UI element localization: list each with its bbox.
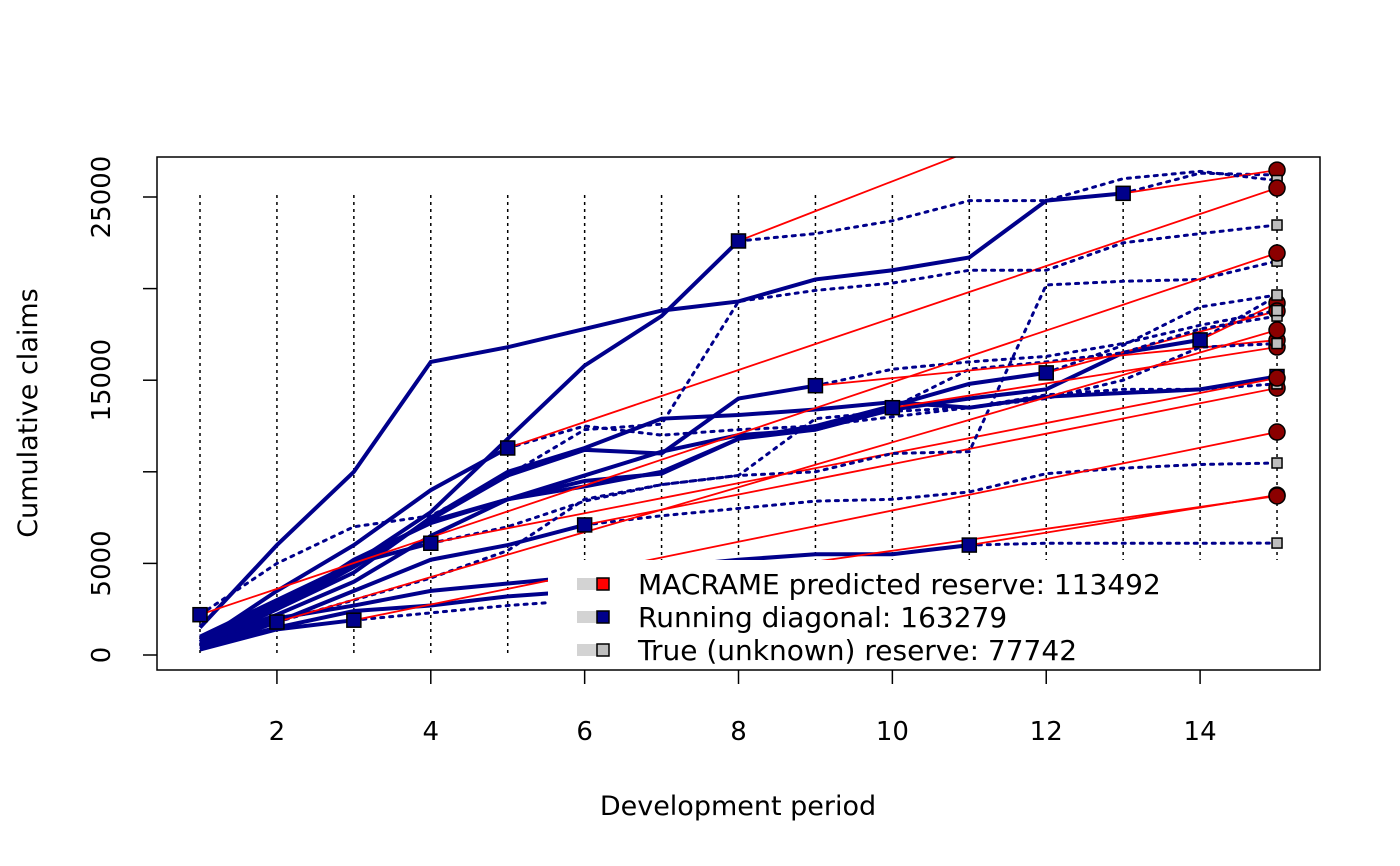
predicted-path-row-13 bbox=[353, 431, 1278, 622]
diagonal-point-row-6 bbox=[884, 399, 901, 416]
legend-swatch-2 bbox=[596, 643, 610, 657]
predicted-ultimate-point-row-9 bbox=[1268, 487, 1286, 505]
true-ultimate-point-row-15 bbox=[1271, 219, 1283, 231]
diagonal-point-row-4 bbox=[1038, 365, 1054, 381]
x-tick-label-8: 8 bbox=[730, 717, 747, 747]
diagonal-point-row-12 bbox=[423, 535, 439, 551]
predicted-path-row-10 bbox=[584, 387, 1278, 526]
predicted-ultimate-point-row-12 bbox=[1268, 369, 1286, 387]
observed-path-row-8 bbox=[199, 239, 740, 639]
x-tick-label-12: 12 bbox=[1030, 717, 1063, 747]
true-ultimate-point-row-7 bbox=[1271, 304, 1283, 317]
true-path-row-11 bbox=[506, 382, 1279, 450]
diagonal-point-row-8 bbox=[730, 233, 747, 249]
y-tick-label-0: 0 bbox=[87, 647, 117, 664]
predicted-path-row-3 bbox=[1123, 169, 1278, 195]
x-tick-label-10: 10 bbox=[876, 717, 909, 747]
legend-shadow-0 bbox=[577, 578, 599, 590]
legend-label-0: MACRAME predicted reserve: 113492 bbox=[638, 568, 1161, 601]
y-tick-label-5000: 5000 bbox=[87, 530, 117, 596]
true-path-row-5 bbox=[967, 541, 1279, 547]
true-path-row-2 bbox=[1198, 294, 1279, 342]
legend-swatch-1 bbox=[596, 610, 610, 624]
x-tick-label-6: 6 bbox=[576, 717, 593, 747]
x-tick-label-14: 14 bbox=[1184, 717, 1217, 747]
diagonal-point-row-13 bbox=[346, 612, 362, 628]
legend-shadow-1 bbox=[577, 611, 599, 623]
y-axis-label: Cumulative claims bbox=[13, 288, 44, 537]
diagonal-point-row-11 bbox=[499, 440, 516, 456]
predicted-ultimate-point-row-8 bbox=[1269, 24, 1285, 40]
x-tick-label-4: 4 bbox=[423, 717, 440, 747]
predicted-path-row-6 bbox=[892, 346, 1278, 409]
predicted-path-row-8 bbox=[738, 157, 958, 242]
predicted-path-row-12 bbox=[430, 377, 1278, 545]
diagonal-point-row-15 bbox=[192, 606, 208, 623]
true-path-row-10 bbox=[583, 461, 1279, 527]
true-path-row-7 bbox=[813, 309, 1279, 388]
predicted-path-row-11 bbox=[507, 187, 1278, 449]
legend-shadow-2 bbox=[577, 644, 599, 656]
true-path-row-15 bbox=[198, 223, 1279, 617]
diagonal-point-row-14 bbox=[269, 614, 285, 630]
y-tick-label-25000: 25000 bbox=[87, 156, 117, 239]
true-path-row-6 bbox=[890, 314, 1279, 410]
predicted-path-row-15 bbox=[199, 252, 1278, 616]
legend-swatch-0 bbox=[596, 577, 610, 591]
y-tick-label-15000: 15000 bbox=[87, 339, 117, 422]
predicted-ultimate-point-row-15 bbox=[1268, 244, 1286, 262]
true-path-row-8 bbox=[737, 169, 1279, 243]
legend-background bbox=[548, 560, 1320, 670]
x-tick-label-2: 2 bbox=[269, 717, 286, 747]
true-path-row-4 bbox=[1044, 293, 1279, 375]
true-path-row-12 bbox=[429, 342, 1279, 545]
diagonal-point-row-3 bbox=[1115, 185, 1131, 202]
observed-path-row-12 bbox=[199, 541, 432, 648]
legend-label-1: Running diagonal: 163279 bbox=[638, 601, 1007, 634]
true-ultimate-point-row-12 bbox=[1271, 337, 1283, 350]
diagonal-point-row-2 bbox=[1192, 332, 1208, 348]
predicted-ultimate-point-row-14 bbox=[1268, 321, 1286, 339]
observed-path-row-3 bbox=[198, 191, 1124, 629]
diagonal-point-row-5 bbox=[961, 537, 978, 553]
predicted-ultimate-point-row-13 bbox=[1268, 423, 1286, 441]
observed-path-row-11 bbox=[198, 446, 509, 644]
observed-path-row-14 bbox=[199, 620, 278, 652]
true-ultimate-point-row-10 bbox=[1271, 457, 1283, 469]
predicted-path-row-7 bbox=[815, 339, 1278, 387]
predicted-ultimate-point-row-11 bbox=[1268, 179, 1286, 197]
true-ultimate-point-row-5 bbox=[1271, 537, 1283, 549]
true-ultimate-point-row-4 bbox=[1271, 289, 1283, 301]
diagonal-point-row-10 bbox=[576, 517, 593, 533]
legend: MACRAME predicted reserve: 113492Running… bbox=[548, 560, 1320, 670]
legend-label-2: True (unknown) reserve: 77742 bbox=[637, 634, 1077, 667]
true-path-row-3 bbox=[1121, 171, 1279, 195]
x-axis-label: Development period bbox=[600, 791, 876, 822]
axes: 2 4 6 8 10 12 14 0 5000 15000 25000 bbox=[87, 156, 1217, 747]
diagonal-point-row-7 bbox=[807, 377, 824, 394]
predicted-path-row-14 bbox=[276, 329, 1278, 623]
